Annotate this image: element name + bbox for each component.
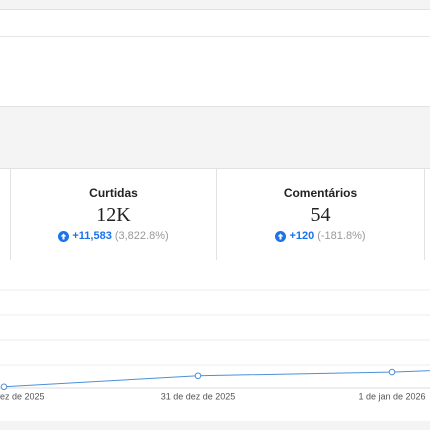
stat-card: Curtidas 12K +11,583 (3,822.8%)	[11, 168, 216, 260]
x-tick-label: 31 de dez de 2025	[161, 391, 236, 401]
stat-value: 54	[310, 204, 331, 226]
data-point	[194, 372, 202, 380]
top-bar	[0, 0, 430, 10]
chart: ez de 2025 31 de dez de 2025 1 de jan de 2…	[0, 261, 430, 421]
up-icon	[275, 230, 287, 242]
divider	[216, 169, 217, 260]
stat-card: Comentários 54 +120 (-181.8%)	[217, 168, 424, 260]
stat-value: 12K	[96, 204, 131, 226]
x-tick-label: ez de 2025	[0, 391, 45, 401]
change-value: +11,583	[72, 230, 112, 242]
divider	[424, 169, 425, 260]
change-percent: (-181.8%)	[317, 230, 366, 242]
up-icon	[58, 230, 70, 242]
stat-label: Curtidas	[89, 186, 138, 200]
change-percent: (3,822.8%)	[114, 230, 169, 242]
change-value: +120	[289, 230, 315, 242]
data-point	[0, 383, 8, 391]
stats-row	[0, 168, 430, 262]
divider	[10, 169, 11, 260]
panel	[0, 37, 430, 107]
header-row	[0, 10, 430, 37]
stat-change: +11,583 (3,822.8%)	[11, 230, 216, 242]
data-point	[388, 368, 396, 376]
data-line	[3, 370, 430, 388]
stat-label: Comentários	[283, 186, 358, 200]
stat-change: +120 (-181.8%)	[217, 230, 424, 242]
x-tick-label: 1 de jan de 2026	[358, 391, 425, 401]
